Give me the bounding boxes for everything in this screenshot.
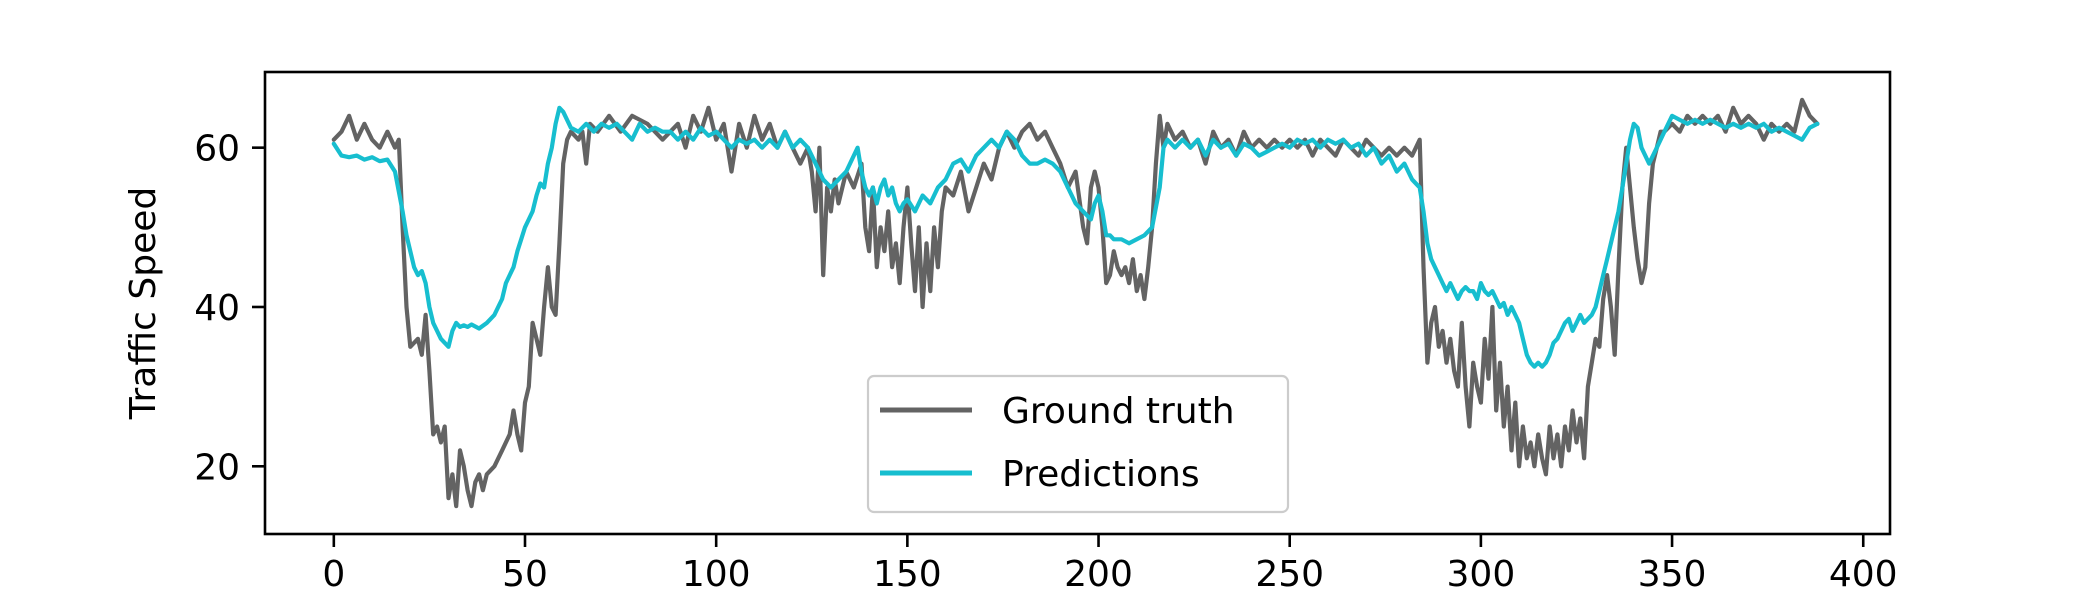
y-axis: 20 40 60 — [194, 129, 265, 488]
x-tick-label: 400 — [1829, 554, 1898, 595]
series-line-ground-truth — [331, 97, 1820, 509]
x-tick-label: 300 — [1447, 554, 1516, 595]
x-tick-label: 100 — [682, 554, 751, 595]
legend-label-ground-truth: Ground truth — [1002, 391, 1235, 432]
legend: Ground truth Predictions — [866, 374, 1290, 514]
y-tick-label: 40 — [194, 288, 240, 329]
y-axis-label: Traffic Speed — [123, 187, 164, 420]
y-tick-label: 20 — [194, 447, 240, 488]
x-tick-label: 150 — [873, 554, 942, 595]
x-tick-label: 50 — [502, 554, 548, 595]
series-line-predictions — [331, 105, 1820, 369]
x-tick-label: 200 — [1064, 554, 1133, 595]
x-tick-label: 350 — [1638, 554, 1707, 595]
legend-label-predictions: Predictions — [1002, 454, 1200, 495]
x-tick-label: 250 — [1255, 554, 1324, 595]
x-axis: 0 50 100 150 200 250 300 350 400 — [322, 534, 1898, 595]
legend-box — [866, 374, 1290, 514]
plot-area-frame — [263, 70, 1892, 536]
y-tick-label: 60 — [194, 129, 240, 170]
plot-series-layer — [331, 97, 1820, 509]
x-tick-label: 0 — [322, 554, 345, 595]
